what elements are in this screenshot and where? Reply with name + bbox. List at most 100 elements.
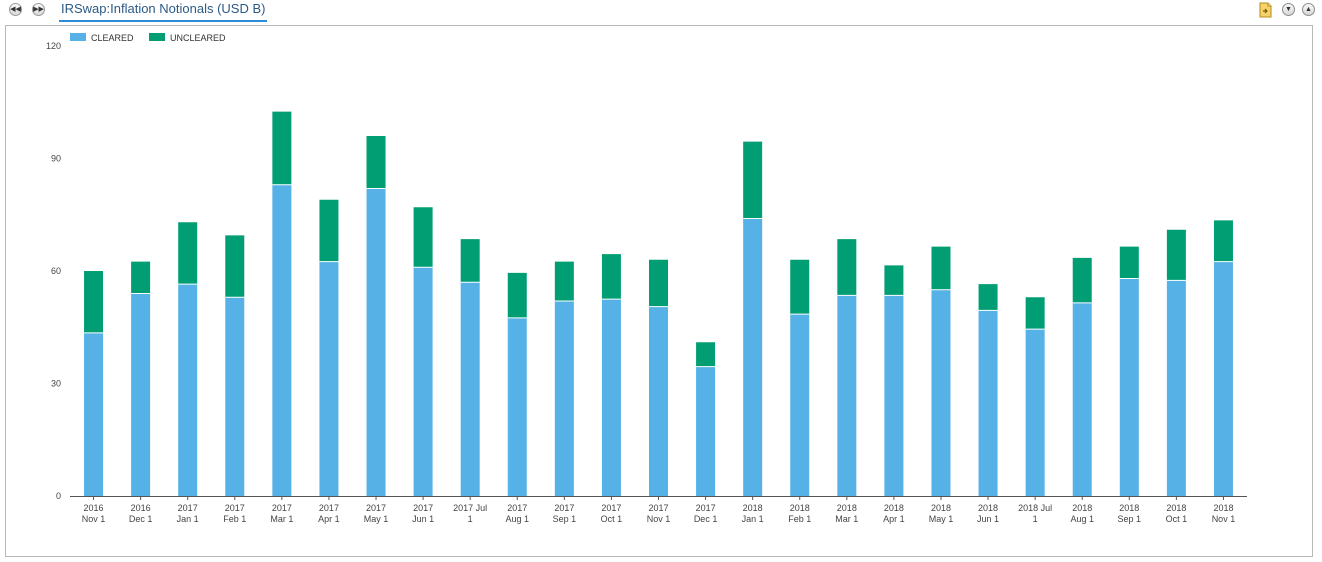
x-tick-label: Mar 1 <box>835 514 858 524</box>
x-tick-label: Nov 1 <box>1212 514 1236 524</box>
legend-label-cleared: CLEARED <box>91 33 134 43</box>
bar-uncleared[interactable] <box>1119 246 1139 279</box>
x-tick-label: 2018 Jul <box>1018 503 1052 513</box>
bar-uncleared[interactable] <box>554 261 574 301</box>
bar-uncleared[interactable] <box>743 141 763 219</box>
bar-cleared[interactable] <box>1213 261 1233 496</box>
x-tick-label: 2016 <box>131 503 151 513</box>
x-tick-label: 2018 <box>790 503 810 513</box>
bar-cleared[interactable] <box>1166 280 1186 496</box>
bar-uncleared[interactable] <box>978 284 998 311</box>
y-tick-label: 0 <box>56 491 61 501</box>
bar-uncleared[interactable] <box>366 136 386 189</box>
y-tick-label: 120 <box>46 41 61 51</box>
bar-uncleared[interactable] <box>225 235 245 298</box>
fast-forward-icon[interactable]: ▶▶ <box>32 3 45 16</box>
bar-uncleared[interactable] <box>84 271 104 333</box>
legend-swatch-cleared <box>70 33 86 41</box>
bar-uncleared[interactable] <box>790 259 810 315</box>
bar-cleared[interactable] <box>1119 278 1139 497</box>
bar-uncleared[interactable] <box>460 239 480 283</box>
x-tick-label: 2017 <box>178 503 198 513</box>
y-tick-label: 30 <box>51 379 61 389</box>
x-tick-label: Apr 1 <box>883 514 905 524</box>
x-tick-label: 2018 <box>978 503 998 513</box>
x-tick-label: May 1 <box>929 514 954 524</box>
bar-uncleared[interactable] <box>696 342 716 367</box>
bar-uncleared[interactable] <box>1166 229 1186 281</box>
x-tick-label: 2017 <box>413 503 433 513</box>
bar-uncleared[interactable] <box>649 259 668 307</box>
bar-uncleared[interactable] <box>601 254 621 300</box>
x-tick-label: 2018 <box>743 503 763 513</box>
stacked-bar-chart: CLEARED UNCLEARED 0 30 60 90 120 2016 Nov 1 201… <box>46 33 1247 524</box>
bar-cleared[interactable] <box>131 293 151 497</box>
x-tick-label: Dec 1 <box>694 514 718 524</box>
y-axis: 0 30 60 90 120 <box>46 41 61 501</box>
bar-cleared[interactable] <box>319 261 339 496</box>
bar-cleared[interactable] <box>84 332 104 496</box>
x-tick-label: 1 <box>1033 514 1038 524</box>
x-tick-label: May 1 <box>364 514 389 524</box>
bar-cleared[interactable] <box>366 188 386 497</box>
bar-uncleared[interactable] <box>131 261 151 294</box>
bar-uncleared[interactable] <box>1025 297 1045 330</box>
bar-cleared[interactable] <box>931 289 951 496</box>
legend-swatch-uncleared <box>149 33 165 41</box>
x-tick-label: Aug 1 <box>1070 514 1094 524</box>
bar-cleared[interactable] <box>601 299 621 496</box>
y-tick-label: 60 <box>51 266 61 276</box>
tab-irswap-inflation-notionals[interactable]: IRSwap:Inflation Notionals (USD B) <box>59 0 268 22</box>
bar-cleared[interactable] <box>696 366 716 496</box>
bar-cleared[interactable] <box>649 306 668 496</box>
x-tick-label: Mar 1 <box>270 514 293 524</box>
x-tick-label: Jun 1 <box>977 514 999 524</box>
bar-group <box>84 111 1233 497</box>
bar-uncleared[interactable] <box>1072 257 1092 303</box>
chart-panel: CLEARED UNCLEARED 0 30 60 90 120 2016 Nov 1 201… <box>5 25 1313 557</box>
bar-uncleared[interactable] <box>884 265 904 296</box>
bar-cleared[interactable] <box>507 317 527 496</box>
bar-uncleared[interactable] <box>272 111 292 185</box>
legend-label-uncleared: UNCLEARED <box>170 33 226 43</box>
x-tick-label: Jun 1 <box>412 514 434 524</box>
bar-cleared[interactable] <box>743 218 763 497</box>
y-tick-label: 90 <box>51 154 61 164</box>
bar-uncleared[interactable] <box>837 239 857 296</box>
x-tick-label: 2018 <box>1166 503 1186 513</box>
rewind-icon[interactable]: ◀◀ <box>9 3 22 16</box>
top-bar: ◀◀ ▶▶ IRSwap:Inflation Notionals (USD B)… <box>0 0 1322 22</box>
bar-cleared[interactable] <box>460 282 480 496</box>
expand-up-icon[interactable]: ▲ <box>1302 3 1315 16</box>
x-tick-label: 2017 <box>272 503 292 513</box>
bar-cleared[interactable] <box>272 184 292 496</box>
bar-cleared[interactable] <box>1072 302 1092 496</box>
bar-cleared[interactable] <box>225 297 245 496</box>
bar-cleared[interactable] <box>790 314 810 496</box>
x-tick-label: Feb 1 <box>788 514 811 524</box>
bar-uncleared[interactable] <box>507 272 527 318</box>
x-tick-label: Apr 1 <box>318 514 340 524</box>
bar-uncleared[interactable] <box>178 222 198 285</box>
bar-uncleared[interactable] <box>1213 220 1233 262</box>
x-tick-label: 2018 <box>931 503 951 513</box>
bar-cleared[interactable] <box>413 267 433 496</box>
x-tick-label: 2018 <box>884 503 904 513</box>
x-tick-label: Oct 1 <box>1166 514 1188 524</box>
bar-cleared[interactable] <box>554 301 574 496</box>
export-document-icon[interactable] <box>1259 2 1273 18</box>
bar-uncleared[interactable] <box>413 207 433 268</box>
x-tick-label: 2017 <box>366 503 386 513</box>
bar-cleared[interactable] <box>178 284 198 496</box>
bar-cleared[interactable] <box>1025 329 1045 496</box>
bar-cleared[interactable] <box>837 295 857 496</box>
x-tick-label: Feb 1 <box>223 514 246 524</box>
x-tick-label: 2018 <box>837 503 857 513</box>
bar-uncleared[interactable] <box>931 246 951 290</box>
x-tick-label: Sep 1 <box>1118 514 1142 524</box>
bar-uncleared[interactable] <box>319 199 339 262</box>
bar-cleared[interactable] <box>884 295 904 496</box>
chart-legend: CLEARED UNCLEARED <box>70 33 226 43</box>
collapse-down-icon[interactable]: ▼ <box>1282 3 1295 16</box>
bar-cleared[interactable] <box>978 310 998 496</box>
